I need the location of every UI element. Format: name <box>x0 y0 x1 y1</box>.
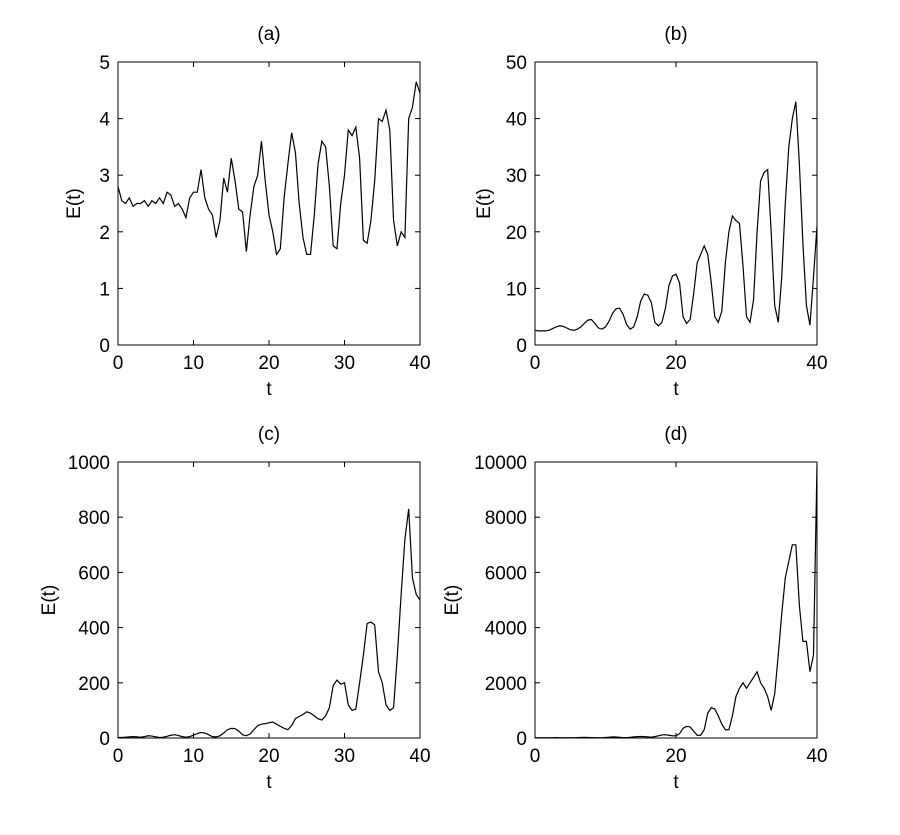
subplot: 0 20 40 0 2000 4000 6000 8000 10000 (d) t E(t) <box>442 424 828 793</box>
y-tick-label: 1000 <box>68 453 110 474</box>
subplot-title: (b) <box>664 24 687 45</box>
y-tick-label: 20 <box>506 223 527 244</box>
y-tick-label: 0 <box>99 729 110 750</box>
x-tick-label: 10 <box>183 746 204 767</box>
subplot: 0 20 40 0 10 20 30 40 50 (b) t E(t) <box>474 24 828 400</box>
data-line <box>535 464 818 739</box>
plot-frame <box>534 461 818 739</box>
subplot-title: (a) <box>257 24 280 45</box>
x-tick-label: 0 <box>530 746 541 767</box>
x-tick-label: 30 <box>334 746 355 767</box>
x-tick-label: 10 <box>183 353 204 374</box>
y-tick-label: 10 <box>506 279 527 300</box>
y-tick-label: 2 <box>99 223 110 244</box>
subplot-title: (c) <box>258 424 280 445</box>
y-axis-label: E(t) <box>64 188 85 219</box>
y-tick-label: 5 <box>99 53 110 74</box>
y-axis-label: E(t) <box>39 585 60 616</box>
x-tick-label: 20 <box>665 746 686 767</box>
y-tick-label: 3 <box>99 166 110 187</box>
x-tick-label: 40 <box>806 746 827 767</box>
y-axis-label: E(t) <box>442 585 463 616</box>
y-tick-label: 400 <box>78 619 110 640</box>
x-tick-label: 0 <box>113 353 124 374</box>
y-tick-label: 10000 <box>474 453 527 474</box>
x-tick-label: 40 <box>806 353 827 374</box>
x-axis-label: t <box>266 379 272 400</box>
y-tick-label: 40 <box>506 110 527 131</box>
y-tick-label: 200 <box>78 674 110 695</box>
y-tick-label: 50 <box>506 53 527 74</box>
y-tick-label: 1 <box>99 279 110 300</box>
plot-frame <box>117 61 421 346</box>
x-tick-label: 0 <box>113 746 124 767</box>
data-line <box>118 508 421 739</box>
data-line <box>534 101 818 332</box>
x-tick-label: 20 <box>258 353 279 374</box>
y-tick-label: 0 <box>99 336 110 357</box>
y-tick-label: 8000 <box>485 508 527 529</box>
y-tick-label: 800 <box>78 508 110 529</box>
y-tick-label: 30 <box>506 166 527 187</box>
y-tick-label: 6000 <box>485 563 527 584</box>
subplot-title: (d) <box>664 424 687 445</box>
x-axis-label: t <box>266 772 272 793</box>
x-axis-label: t <box>673 772 679 793</box>
y-tick-label: 4 <box>99 110 110 131</box>
y-tick-label: 4000 <box>485 619 527 640</box>
y-tick-label: 0 <box>516 729 527 750</box>
y-tick-label: 2000 <box>485 674 527 695</box>
x-tick-label: 30 <box>334 353 355 374</box>
x-tick-label: 40 <box>409 746 430 767</box>
y-tick-label: 600 <box>78 563 110 584</box>
y-tick-label: 0 <box>516 336 527 357</box>
data-line <box>117 81 421 257</box>
x-axis-label: t <box>673 379 679 400</box>
y-axis-label: E(t) <box>474 188 495 219</box>
x-tick-label: 20 <box>258 746 279 767</box>
subplot: 0 10 20 30 40 0 1 2 3 4 5 (a) t E(t) <box>64 24 431 400</box>
x-tick-label: 0 <box>530 353 541 374</box>
x-tick-label: 40 <box>409 353 430 374</box>
x-tick-label: 20 <box>665 353 686 374</box>
plot-frame <box>117 461 421 739</box>
